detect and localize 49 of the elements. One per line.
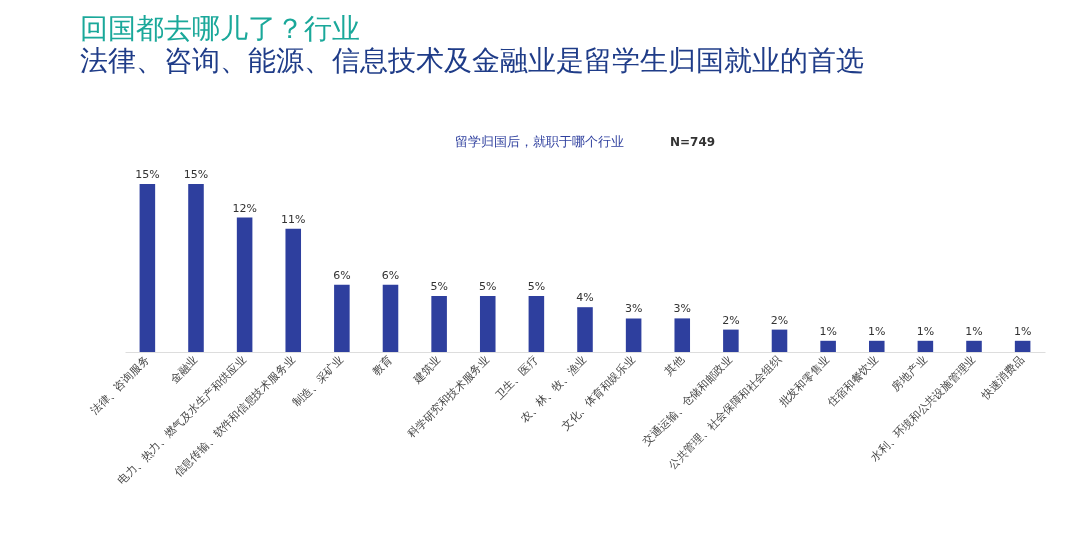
data-label: 6% (333, 268, 351, 282)
bar (1014, 340, 1031, 352)
data-label: 2% (770, 313, 789, 327)
bar (479, 296, 496, 352)
data-label: 6% (381, 268, 400, 282)
bar (188, 184, 204, 352)
data-label: 3% (624, 302, 643, 316)
data-label: 5% (430, 280, 448, 293)
x-tick-label: 建筑业 (410, 353, 444, 387)
data-label: 12% (232, 201, 257, 215)
data-label: 1% (916, 324, 935, 338)
bar (966, 340, 982, 352)
text: 留学归国后，就职于哪个行业 (455, 134, 624, 149)
bar (723, 329, 739, 352)
bar (139, 184, 156, 352)
bar (868, 340, 885, 352)
text: N=749 (670, 135, 716, 149)
bar (674, 318, 691, 352)
bar (917, 340, 934, 352)
data-label: 15% (183, 168, 209, 181)
x-tick-label: 法律、咨询服务 (87, 353, 152, 418)
data-label: 1% (965, 324, 983, 338)
x-tick-label: 房地产业 (889, 353, 930, 394)
bar (334, 284, 350, 352)
x-tick-label: 金融业 (167, 353, 201, 387)
data-label: 5% (479, 280, 497, 293)
bar (431, 296, 447, 352)
data-label: 11% (281, 212, 306, 226)
chart-title: 回国都去哪儿了？行业 (80, 12, 360, 45)
bar (382, 284, 399, 352)
data-label: 1% (819, 324, 837, 338)
bar (577, 307, 593, 352)
bar (285, 228, 302, 352)
data-label: 4% (576, 291, 594, 305)
x-tick-label: 快速消费品 (978, 353, 1027, 403)
data-label: 3% (673, 302, 691, 316)
bar (820, 340, 836, 352)
data-label: 2% (722, 313, 740, 327)
bar (771, 329, 788, 352)
chart-subtitle: 法律、咨询、能源、信息技术及金融业是留学生归国就业的首选 (80, 44, 864, 77)
data-label: 5% (527, 280, 546, 293)
bar (236, 217, 253, 352)
data-label: 1% (868, 324, 886, 338)
data-label: 1% (1013, 324, 1032, 338)
x-tick-label: 其他 (661, 353, 687, 379)
x-tick-label: 教育 (369, 353, 395, 379)
bar (625, 318, 642, 352)
bar (528, 296, 545, 352)
data-label: 15% (135, 168, 160, 181)
